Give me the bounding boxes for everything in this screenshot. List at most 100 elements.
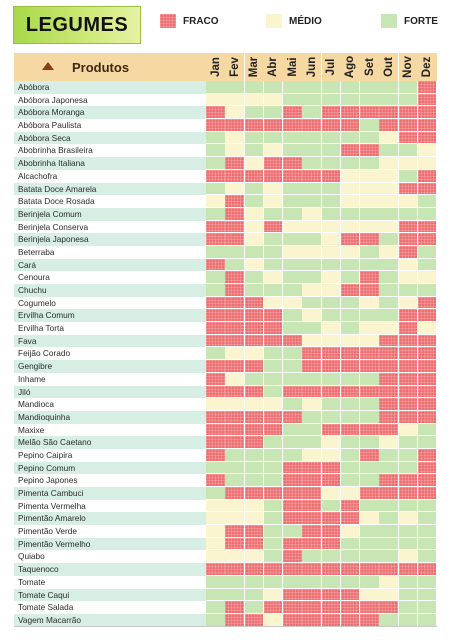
availability-cell	[225, 207, 244, 220]
product-name: Pimenta Cambuci	[14, 487, 206, 500]
availability-cell	[263, 448, 283, 461]
availability-cell	[283, 309, 302, 322]
availability-cell	[417, 372, 437, 385]
product-name: Pimentão Verde	[14, 525, 206, 538]
availability-cell	[263, 144, 283, 157]
availability-cell	[225, 550, 244, 563]
availability-cell	[379, 182, 398, 195]
availability-cell	[340, 144, 360, 157]
availability-cell	[263, 106, 283, 119]
availability-cell	[206, 284, 225, 296]
availability-cell	[398, 106, 417, 119]
product-name: Tomate Caqui	[14, 588, 206, 602]
availability-cell	[283, 613, 302, 626]
availability-cell	[302, 284, 321, 296]
table-row: Berinjela Japonesa	[14, 233, 437, 246]
availability-cell	[283, 106, 302, 119]
availability-cell	[379, 195, 398, 207]
availability-cell	[302, 601, 321, 613]
availability-cell	[360, 448, 379, 461]
legend-label-medio: MÉDIO	[289, 15, 322, 27]
availability-cell	[263, 245, 283, 258]
availability-cell	[244, 537, 263, 550]
availability-cell	[302, 372, 321, 385]
availability-cell	[340, 233, 360, 245]
availability-cell	[263, 563, 283, 575]
table-row: Vagem Macarrão	[14, 613, 437, 627]
availability-cell	[340, 106, 360, 119]
availability-cell	[321, 220, 340, 233]
table-row: Pimenta Cambuci	[14, 487, 437, 500]
availability-cell	[244, 119, 263, 131]
availability-cell	[321, 372, 340, 385]
availability-cell	[417, 550, 437, 563]
availability-cell	[398, 474, 417, 486]
availability-cell	[302, 385, 321, 398]
availability-cell	[283, 487, 302, 499]
availability-cell	[302, 398, 321, 410]
availability-cell	[206, 588, 225, 601]
availability-cell	[417, 169, 437, 182]
product-name: Pepino Japones	[14, 474, 206, 487]
availability-cell	[379, 169, 398, 182]
availability-cell	[263, 588, 283, 601]
availability-cell	[398, 144, 417, 157]
availability-cell	[417, 245, 437, 258]
availability-cell	[263, 309, 283, 322]
availability-cell	[244, 233, 263, 245]
availability-cell	[283, 131, 302, 144]
availability-cell	[225, 119, 244, 131]
table-row: Batata Doce Rosada	[14, 195, 437, 208]
table-row: Cogumelo	[14, 296, 437, 310]
availability-cell	[340, 474, 360, 486]
availability-cell	[417, 131, 437, 144]
availability-cell	[398, 448, 417, 461]
availability-cell	[398, 347, 417, 360]
availability-cell	[206, 195, 225, 207]
product-name: Mandioca	[14, 398, 206, 411]
availability-cell	[225, 169, 244, 182]
availability-cell	[398, 461, 417, 474]
availability-cell	[283, 195, 302, 207]
product-name: Ervilha Comum	[14, 309, 206, 323]
month-header-label: Abr	[267, 57, 280, 77]
table-row: Ervilha Comum	[14, 309, 437, 323]
availability-cell	[225, 448, 244, 461]
availability-cell	[321, 461, 340, 474]
availability-cell	[225, 601, 244, 613]
availability-cell	[417, 423, 437, 436]
availability-cell	[283, 233, 302, 245]
availability-cell	[302, 220, 321, 233]
availability-cell	[417, 106, 437, 119]
availability-cell	[321, 474, 340, 486]
availability-cell	[360, 487, 379, 499]
availability-cell	[360, 537, 379, 550]
availability-cell	[398, 233, 417, 245]
availability-cell	[244, 613, 263, 626]
legend-forte: FORTE	[381, 14, 438, 28]
availability-cell	[283, 169, 302, 182]
availability-cell	[244, 144, 263, 157]
table-row: Mandioca	[14, 398, 437, 411]
availability-cell	[283, 271, 302, 283]
availability-cell	[206, 157, 225, 169]
availability-cell	[321, 245, 340, 258]
availability-cell	[225, 322, 244, 334]
availability-cell	[225, 360, 244, 372]
availability-cell	[206, 410, 225, 423]
availability-cell	[283, 436, 302, 448]
availability-cell	[360, 601, 379, 613]
availability-cell	[302, 525, 321, 537]
availability-cell	[244, 93, 263, 106]
availability-cell	[360, 322, 379, 334]
availability-cell	[321, 81, 340, 93]
table-row: Fava	[14, 334, 437, 348]
availability-cell	[244, 157, 263, 169]
availability-cell	[244, 525, 263, 537]
availability-cell	[225, 195, 244, 207]
availability-cell	[340, 601, 360, 613]
availability-cell	[321, 347, 340, 360]
availability-cell	[340, 360, 360, 372]
availability-cell	[302, 296, 321, 309]
product-name: Mandioquinha	[14, 410, 206, 424]
